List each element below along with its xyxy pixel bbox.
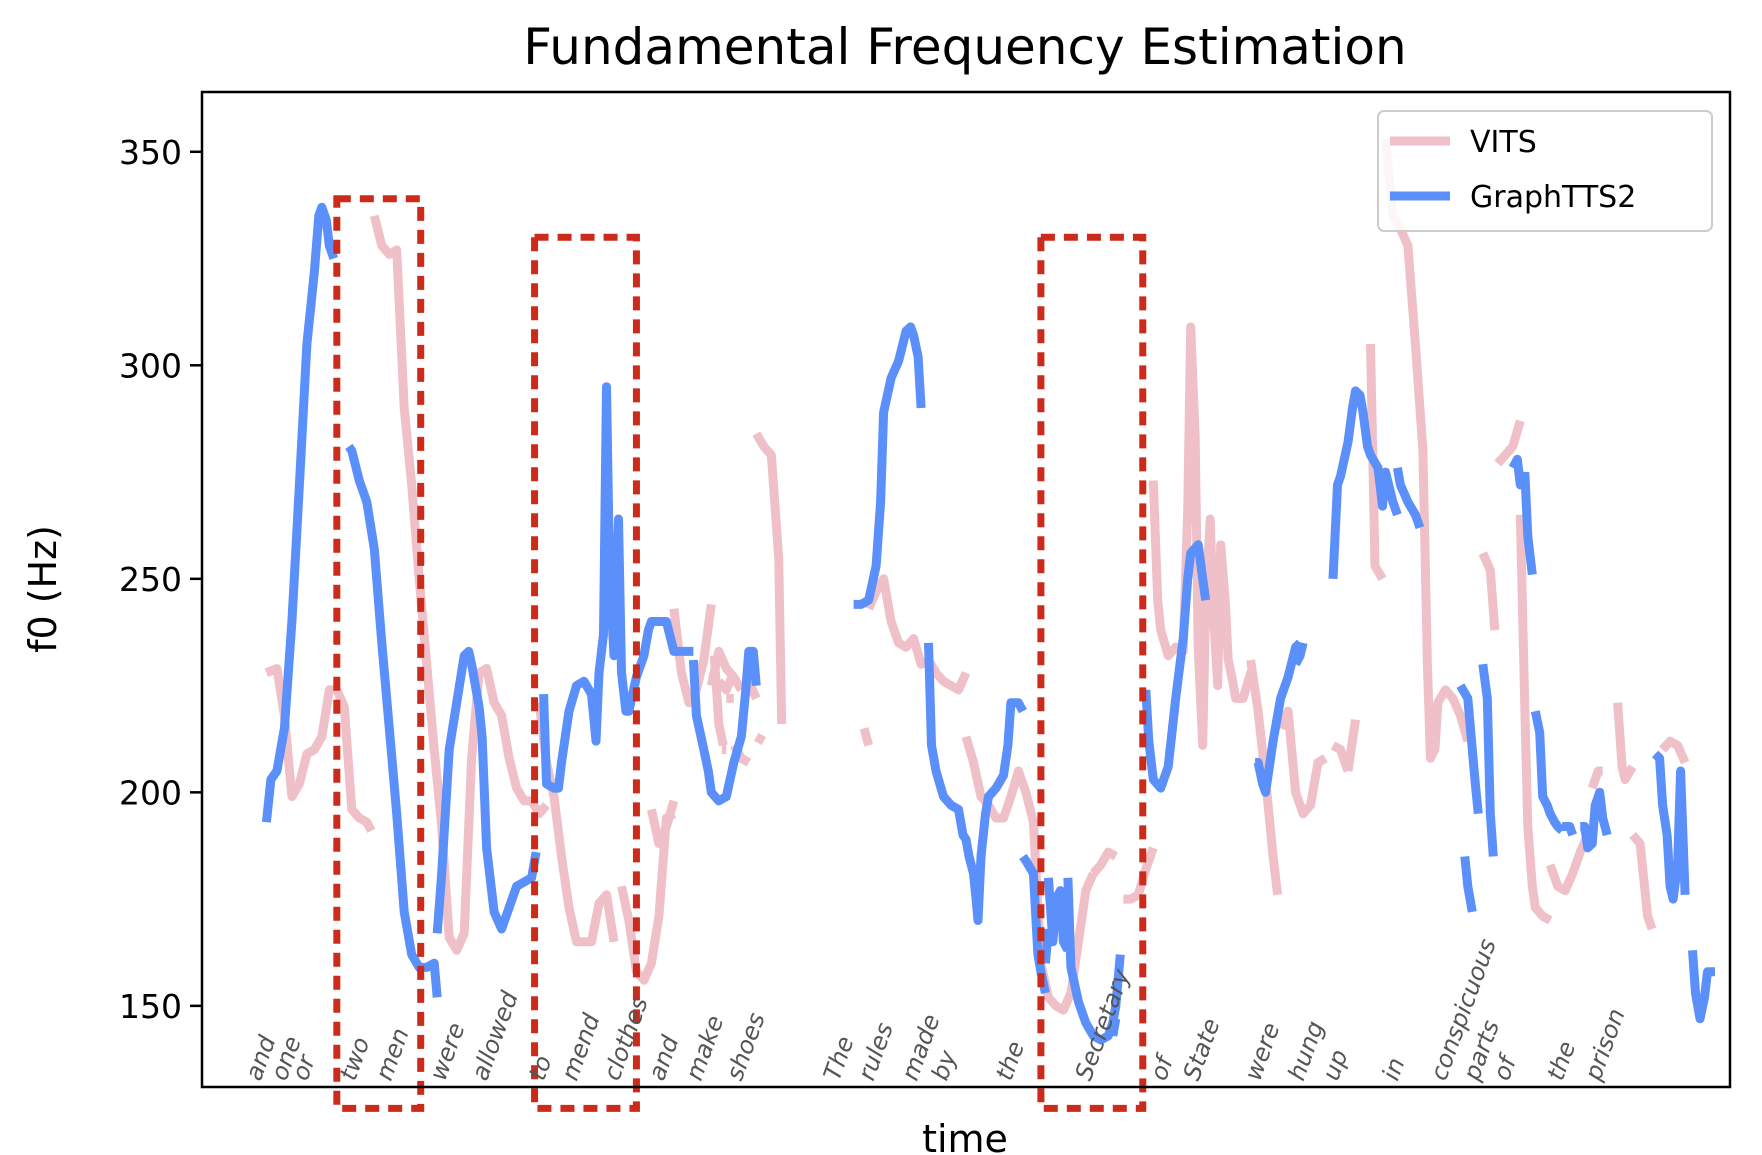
word-label: prison	[1579, 1005, 1631, 1085]
series-line-segment	[1141, 540, 1211, 793]
series-line-segment	[1392, 467, 1425, 530]
legend-label: GraphTTS2	[1470, 180, 1636, 215]
legend: VITS GraphTTS2	[1377, 110, 1713, 232]
y-tick-label: 150	[119, 987, 182, 1026]
y-axis-label: f0 (Hz)	[21, 525, 65, 653]
word-label: of	[1145, 1049, 1180, 1084]
series-line-segment	[688, 646, 761, 806]
series-line-segment	[1478, 663, 1498, 857]
series-line-segment	[1089, 847, 1119, 877]
series-line-segment	[345, 443, 442, 998]
series-line-segment	[369, 214, 550, 955]
series-line-segment	[1291, 641, 1308, 667]
y-tick-label: 250	[119, 560, 182, 599]
series-line-segment	[1343, 719, 1360, 772]
series-line-segment	[1456, 683, 1483, 815]
series-line-segment	[1108, 1017, 1121, 1037]
series-line-segment	[1580, 787, 1612, 853]
series-line-segment	[1148, 322, 1256, 750]
series-line-segment	[1560, 822, 1577, 837]
series-line-segment	[1063, 877, 1125, 1045]
y-axis: 150 200 250 300 350	[119, 133, 202, 1026]
word-label: up	[1317, 1046, 1354, 1084]
series-line-segment	[1460, 855, 1477, 913]
series-line-segment	[853, 322, 926, 609]
series-line-segment	[864, 574, 971, 695]
legend-label: VITS	[1470, 125, 1537, 160]
series-line-segment	[754, 732, 767, 746]
series-line-segment	[539, 382, 694, 793]
word-label: and	[643, 1031, 685, 1084]
series-line-segment	[1253, 639, 1304, 797]
series-line-segment	[1366, 343, 1387, 582]
series-line-segment	[1613, 702, 1637, 784]
word-label: State	[1178, 1015, 1226, 1084]
series-line-segment	[1478, 551, 1500, 631]
series-line-segment	[709, 655, 728, 747]
series-line-segment	[1688, 949, 1715, 1024]
series-line-segment	[1587, 766, 1603, 790]
word-label: shoes	[721, 1009, 771, 1084]
y-tick-label: 200	[119, 773, 182, 812]
series-graphtts2	[261, 202, 1715, 1045]
word-label: rules	[852, 1019, 898, 1084]
word-label: men	[370, 1024, 415, 1084]
word-label: allowed	[466, 987, 524, 1084]
x-axis-label: time	[922, 1117, 1008, 1155]
highlight-box	[531, 233, 640, 1112]
series-line-segment	[1276, 706, 1328, 819]
series-line-segment	[617, 809, 677, 985]
word-label: the	[990, 1037, 1030, 1084]
word-label: two	[334, 1033, 375, 1084]
word-label: the	[1542, 1037, 1582, 1084]
highlight-box	[333, 195, 425, 1112]
series-line-segment	[647, 799, 679, 849]
series-line-segment	[1530, 710, 1566, 835]
series-line-segment	[1043, 877, 1072, 953]
y-tick-label: 300	[119, 346, 182, 385]
series-line-segment	[534, 702, 619, 947]
legend-frame	[1377, 110, 1713, 232]
series-line-segment	[752, 431, 787, 725]
word-label: were	[1239, 1019, 1286, 1084]
word-label: to	[523, 1052, 558, 1084]
word-label: were	[424, 1019, 471, 1084]
series-line-segment	[1651, 750, 1690, 904]
series-line-segment	[264, 664, 376, 833]
series-line-segment	[1515, 514, 1553, 925]
series-line-segment	[859, 727, 873, 747]
series-line-segment	[1520, 471, 1537, 576]
plot-frame	[200, 90, 1732, 1089]
series-line-segment	[1629, 832, 1657, 931]
series-line-segment	[1123, 846, 1158, 904]
word-label: in	[1377, 1054, 1411, 1084]
series-line-segment	[924, 642, 1027, 925]
word-label: The	[818, 1033, 860, 1085]
chart-title: Fundamental Frequency Estimation	[523, 18, 1406, 76]
word-label: Secretary	[1070, 965, 1136, 1084]
series-line-segment	[1328, 386, 1402, 580]
y-tick-label: 350	[119, 133, 182, 172]
highlight-box	[1037, 233, 1147, 1112]
series-line-segment	[1494, 419, 1525, 467]
series-line-segment	[432, 646, 541, 934]
series-line-segment	[1659, 736, 1690, 765]
series-line-segment	[261, 202, 339, 823]
